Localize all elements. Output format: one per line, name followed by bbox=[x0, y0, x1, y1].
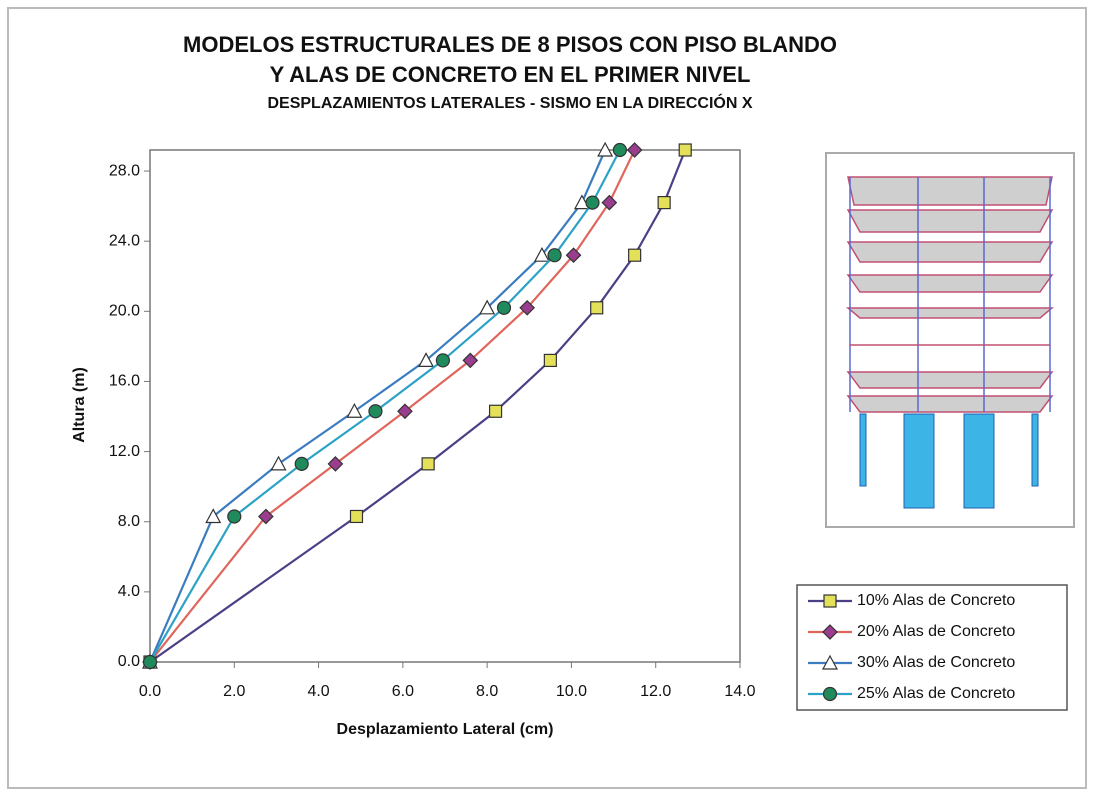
x-tick-label: 4.0 bbox=[307, 683, 329, 700]
data-point bbox=[498, 301, 511, 314]
legend-label: 25% Alas de Concreto bbox=[857, 685, 1015, 702]
data-point bbox=[490, 405, 502, 417]
data-point bbox=[586, 196, 599, 209]
data-point bbox=[436, 354, 449, 367]
y-tick-label: 28.0 bbox=[109, 162, 140, 179]
data-point bbox=[351, 510, 363, 522]
y-tick-label: 0.0 bbox=[118, 653, 140, 670]
data-point bbox=[658, 197, 670, 209]
x-tick-label: 8.0 bbox=[476, 683, 498, 700]
data-point bbox=[422, 458, 434, 470]
y-tick-label: 8.0 bbox=[118, 513, 140, 530]
x-tick-label: 2.0 bbox=[223, 683, 245, 700]
data-point bbox=[629, 249, 641, 261]
legend-label: 20% Alas de Concreto bbox=[857, 623, 1015, 640]
data-point bbox=[144, 656, 157, 669]
chart-title: Y ALAS DE CONCRETO EN EL PRIMER NIVEL bbox=[270, 62, 751, 87]
x-axis-label: Desplazamiento Lateral (cm) bbox=[337, 721, 554, 738]
chart-title: MODELOS ESTRUCTURALES DE 8 PISOS CON PIS… bbox=[183, 32, 837, 57]
data-point bbox=[228, 510, 241, 523]
x-tick-label: 0.0 bbox=[139, 683, 161, 700]
y-axis-label: Altura (m) bbox=[71, 367, 88, 443]
x-tick-label: 6.0 bbox=[392, 683, 414, 700]
chart: MODELOS ESTRUCTURALES DE 8 PISOS CON PIS… bbox=[0, 0, 1094, 794]
y-tick-label: 12.0 bbox=[109, 443, 140, 460]
data-point bbox=[548, 249, 561, 262]
y-tick-label: 16.0 bbox=[109, 373, 140, 390]
data-point bbox=[613, 144, 626, 157]
building-illustration bbox=[826, 153, 1074, 527]
data-point bbox=[544, 354, 556, 366]
y-tick-label: 24.0 bbox=[109, 232, 140, 249]
legend-marker bbox=[824, 595, 836, 607]
x-tick-label: 10.0 bbox=[556, 683, 587, 700]
x-tick-label: 12.0 bbox=[640, 683, 671, 700]
legend-label: 10% Alas de Concreto bbox=[857, 592, 1015, 609]
data-point bbox=[679, 144, 691, 156]
data-point bbox=[369, 405, 382, 418]
chart-subtitle: DESPLAZAMIENTOS LATERALES - SISMO EN LA … bbox=[267, 93, 752, 112]
data-point bbox=[591, 302, 603, 314]
x-tick-label: 14.0 bbox=[724, 683, 755, 700]
legend-label: 30% Alas de Concreto bbox=[857, 654, 1015, 671]
data-point bbox=[295, 457, 308, 470]
y-tick-label: 4.0 bbox=[118, 583, 140, 600]
legend-marker bbox=[824, 688, 837, 701]
y-tick-label: 20.0 bbox=[109, 303, 140, 320]
